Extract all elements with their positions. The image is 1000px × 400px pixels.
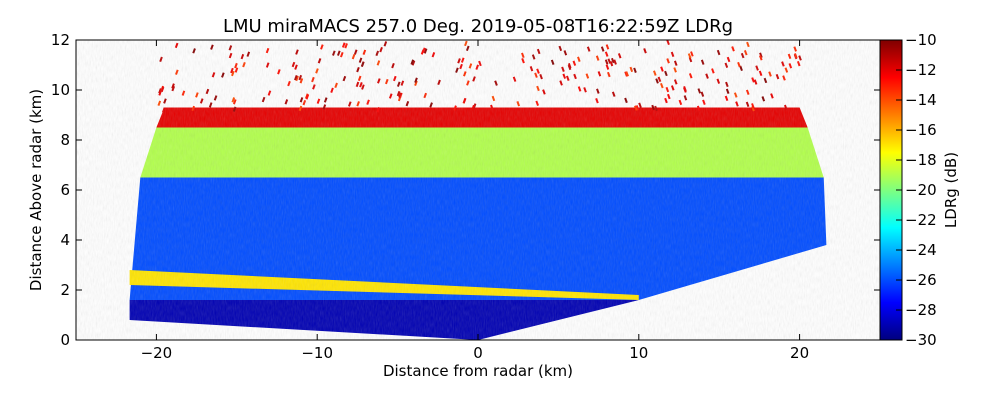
x-tick-label: 0 [473, 344, 483, 362]
y-axis-ticks: 0 2 4 6 8 10 12 [51, 31, 880, 349]
y-tick-label: 10 [51, 81, 70, 99]
x-tick-label: −20 [141, 344, 173, 362]
y-tick-label: 8 [60, 131, 70, 149]
colorbar-tick-label: −26 [905, 271, 937, 289]
ldr-field [76, 40, 880, 340]
colorbar-ticks: −10 −12 −14 −16 −18 −20 −22 −24 −26 −28 −30 [896, 31, 937, 349]
y-tick-label: 0 [60, 331, 70, 349]
ldr-texture [76, 40, 880, 340]
colorbar-tick-label: −22 [905, 211, 937, 229]
colorbar-tick-label: −18 [905, 151, 937, 169]
y-tick-label: 6 [60, 181, 70, 199]
x-axis-ticks: −20 −10 0 10 20 [141, 40, 809, 362]
colorbar-tick-label: −24 [905, 241, 937, 259]
x-axis-label: Distance from radar (km) [383, 362, 573, 380]
colorbar-tick-label: −16 [905, 121, 937, 139]
chart-title: LMU miraMACS 257.0 Deg. 2019-05-08T16:22… [223, 16, 733, 37]
colorbar-label: LDRg (dB) [942, 152, 960, 228]
y-tick-label: 4 [60, 231, 70, 249]
y-tick-label: 12 [51, 31, 70, 49]
y-tick-label: 2 [60, 281, 70, 299]
x-tick-label: 20 [790, 344, 809, 362]
colorbar-tick-label: −20 [905, 181, 937, 199]
colorbar-tick-label: −28 [905, 301, 937, 319]
plot-area: −20 −10 0 10 20 0 2 4 6 8 10 12 [51, 31, 881, 362]
x-tick-label: 10 [629, 344, 648, 362]
colorbar-tick-label: −14 [905, 91, 937, 109]
colorbar-tick-label: −30 [905, 331, 937, 349]
colorbar-tick-label: −10 [905, 31, 937, 49]
x-tick-label: −10 [301, 344, 333, 362]
y-axis-label: Distance Above radar (km) [27, 89, 45, 291]
colorbar: −10 −12 −14 −16 −18 −20 −22 −24 −26 −28 −30 LDRg (… [879, 31, 960, 349]
colorbar-tick-label: −12 [905, 61, 937, 79]
